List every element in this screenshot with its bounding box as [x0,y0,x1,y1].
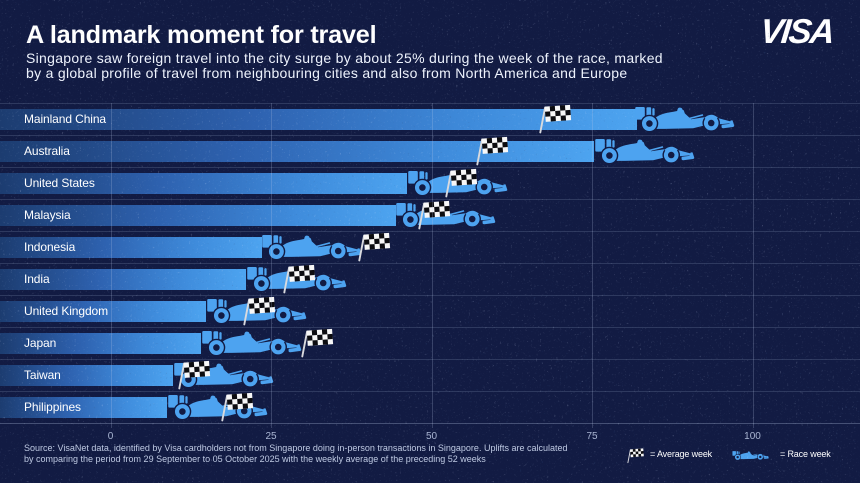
svg-text:VISA: VISA [758,16,835,48]
